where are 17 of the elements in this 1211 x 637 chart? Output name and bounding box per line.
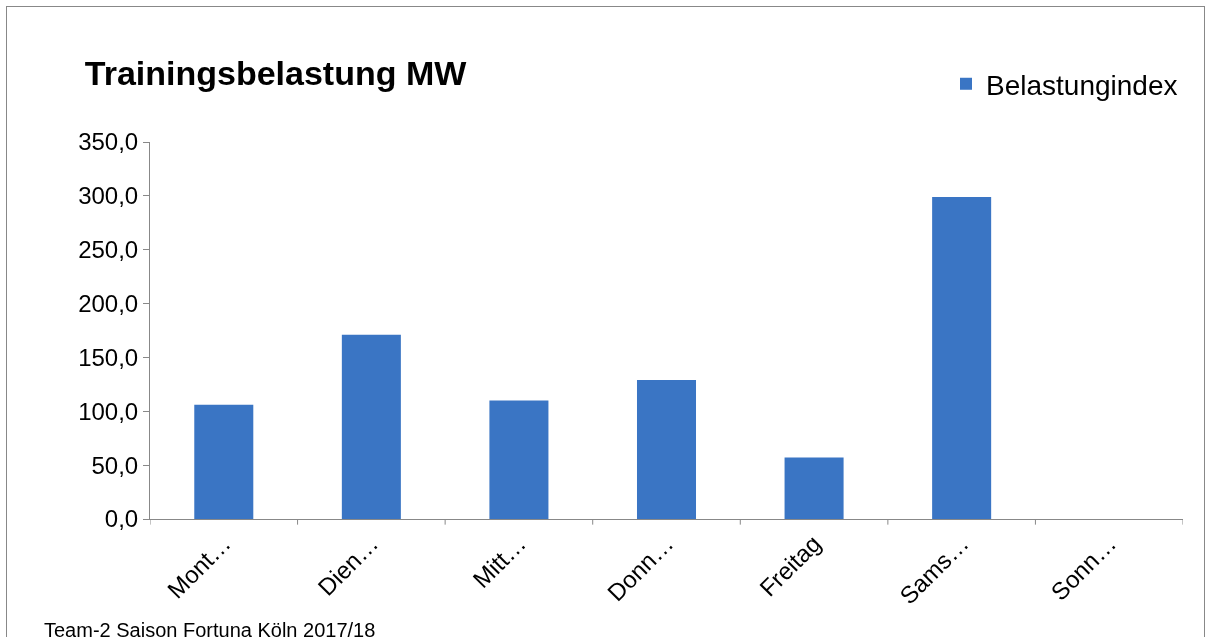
text: Team-2 Saison Fortuna Köln 2017/18 bbox=[44, 619, 376, 637]
bar bbox=[341, 334, 401, 519]
y-tick-label: 50,0 bbox=[91, 451, 139, 479]
bar bbox=[784, 457, 844, 519]
y-tick-label: 200,0 bbox=[78, 289, 139, 317]
bar bbox=[194, 404, 254, 519]
chart-title: Trainingsbelastung MW bbox=[84, 54, 468, 93]
y-tick-label: 150,0 bbox=[78, 343, 139, 371]
y-tick-label: 0,0 bbox=[104, 505, 139, 533]
bar bbox=[932, 196, 992, 519]
y-tick-label: 250,0 bbox=[78, 236, 139, 264]
bar bbox=[489, 400, 549, 519]
legend-label: Belastungindex bbox=[986, 69, 1178, 101]
y-tick-label: 300,0 bbox=[78, 182, 139, 210]
y-tick-label: 350,0 bbox=[78, 128, 139, 156]
y-tick-label: 100,0 bbox=[78, 397, 139, 425]
bar bbox=[636, 380, 697, 519]
